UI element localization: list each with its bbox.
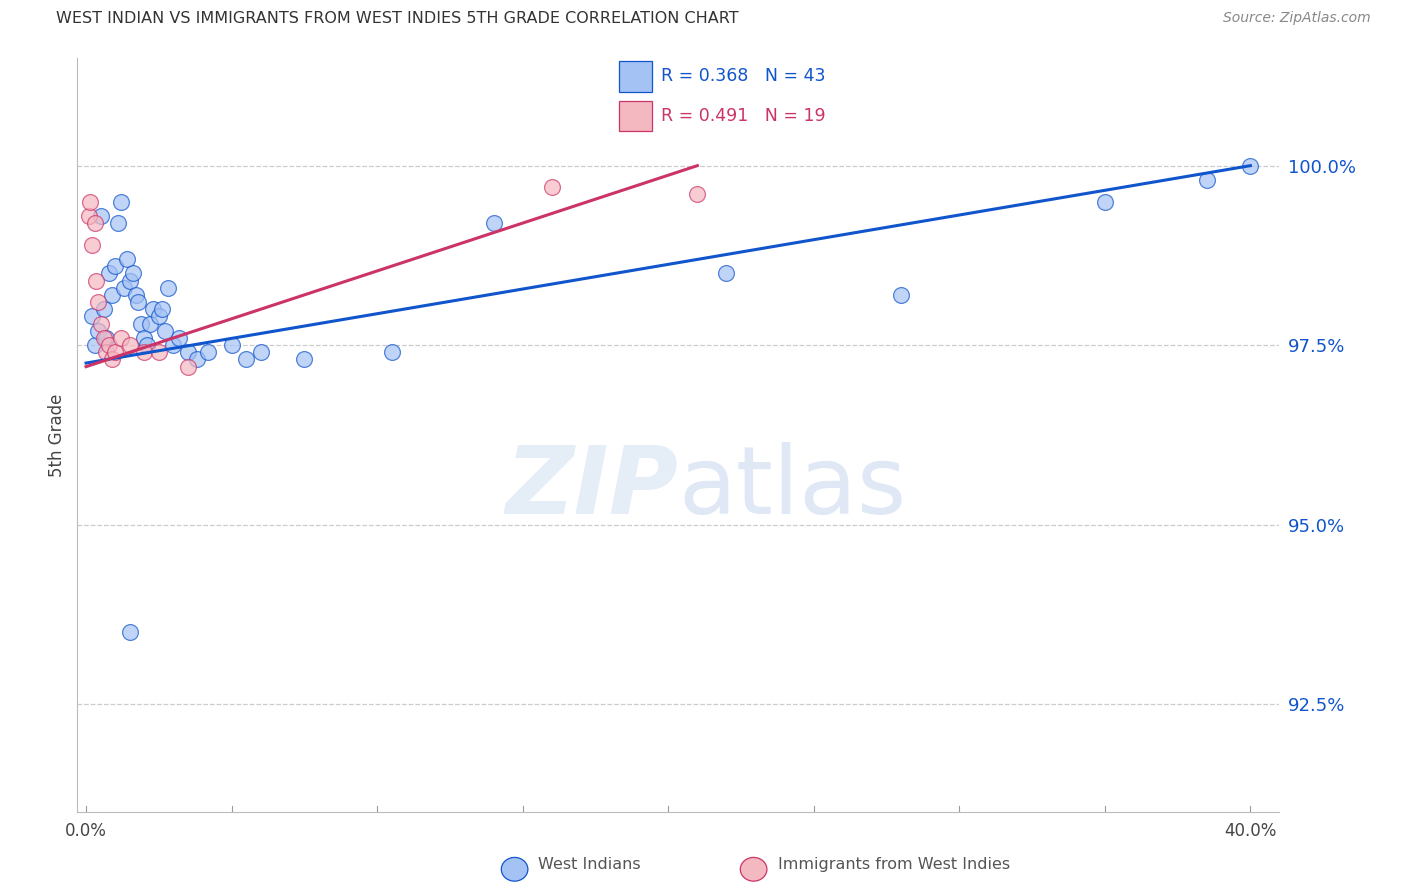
- Point: [112, 281, 135, 295]
- Point: [156, 281, 179, 295]
- Text: R = 0.491   N = 19: R = 0.491 N = 19: [661, 107, 827, 125]
- Point: [1094, 194, 1116, 209]
- Point: [121, 266, 143, 280]
- FancyBboxPatch shape: [619, 62, 652, 92]
- Point: [80, 237, 103, 252]
- Point: [177, 345, 200, 359]
- Point: [1239, 159, 1261, 173]
- Point: [104, 345, 127, 359]
- Point: [186, 352, 208, 367]
- Text: Source: ZipAtlas.com: Source: ZipAtlas.com: [1223, 11, 1371, 25]
- Point: [134, 331, 156, 345]
- Point: [136, 338, 159, 352]
- Text: 40.0%: 40.0%: [1225, 822, 1277, 840]
- Point: [93, 302, 115, 317]
- Text: WEST INDIAN VS IMMIGRANTS FROM WEST INDIES 5TH GRADE CORRELATION CHART: WEST INDIAN VS IMMIGRANTS FROM WEST INDI…: [56, 11, 740, 26]
- Point: [83, 338, 105, 352]
- Point: [221, 338, 243, 352]
- Point: [1195, 173, 1218, 187]
- Point: [98, 338, 121, 352]
- Point: [107, 216, 129, 230]
- Point: [716, 266, 738, 280]
- Circle shape: [502, 857, 527, 881]
- Point: [98, 266, 121, 280]
- Point: [177, 359, 200, 374]
- Point: [127, 295, 149, 310]
- Point: [83, 216, 105, 230]
- Point: [148, 345, 170, 359]
- Point: [249, 345, 271, 359]
- Point: [118, 273, 141, 287]
- Text: ZIP: ZIP: [506, 442, 679, 533]
- Point: [79, 194, 101, 209]
- Point: [148, 310, 170, 324]
- Text: atlas: atlas: [679, 442, 907, 533]
- Point: [540, 180, 562, 194]
- Point: [381, 345, 404, 359]
- Text: Immigrants from West Indies: Immigrants from West Indies: [778, 857, 1010, 872]
- Text: 0.0%: 0.0%: [65, 822, 107, 840]
- Point: [197, 345, 219, 359]
- Point: [139, 317, 162, 331]
- Point: [80, 310, 103, 324]
- Point: [131, 317, 153, 331]
- Point: [142, 302, 165, 317]
- Point: [77, 209, 100, 223]
- Point: [101, 352, 124, 367]
- Point: [150, 302, 173, 317]
- Point: [162, 338, 184, 352]
- Point: [110, 194, 132, 209]
- Point: [686, 187, 709, 202]
- Point: [110, 331, 132, 345]
- Point: [93, 331, 115, 345]
- Point: [86, 295, 108, 310]
- Point: [235, 352, 257, 367]
- Text: West Indians: West Indians: [538, 857, 641, 872]
- Text: R = 0.368   N = 43: R = 0.368 N = 43: [661, 68, 825, 86]
- Point: [104, 259, 127, 273]
- Point: [86, 324, 108, 338]
- Point: [167, 331, 190, 345]
- FancyBboxPatch shape: [619, 101, 652, 131]
- Y-axis label: 5th Grade: 5th Grade: [48, 393, 66, 476]
- Point: [101, 288, 124, 302]
- Point: [118, 338, 141, 352]
- Point: [118, 625, 141, 640]
- Point: [482, 216, 505, 230]
- Point: [153, 324, 176, 338]
- Point: [96, 345, 118, 359]
- Point: [90, 317, 112, 331]
- Point: [96, 331, 118, 345]
- Point: [134, 345, 156, 359]
- Point: [84, 273, 107, 287]
- Point: [292, 352, 315, 367]
- Point: [90, 209, 112, 223]
- Circle shape: [741, 857, 766, 881]
- Point: [115, 252, 138, 266]
- Point: [124, 288, 146, 302]
- Point: [890, 288, 912, 302]
